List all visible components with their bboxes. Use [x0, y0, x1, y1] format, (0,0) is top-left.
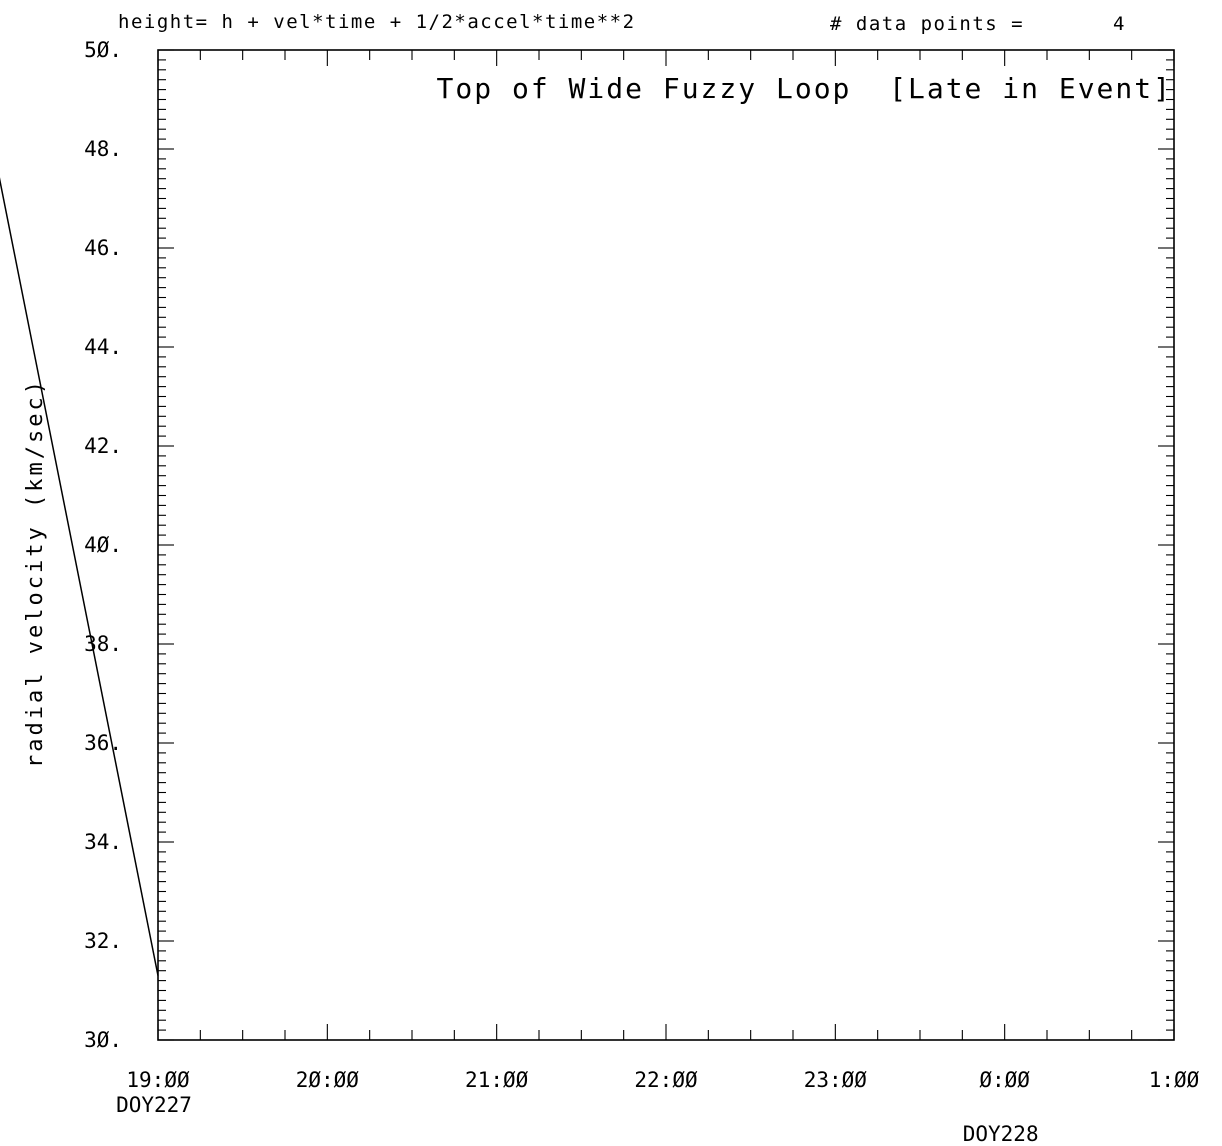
formula-header: height= h + vel*time + 1/2*accel*time**2: [118, 11, 636, 33]
x-tick-sublabel: DOY227: [116, 1093, 192, 1117]
data-points-label: # data points =: [830, 13, 1024, 35]
y-tick-label: 36.: [84, 731, 122, 755]
plot-frame: [157, 49, 1175, 1041]
axis-ticks: [157, 49, 1175, 1041]
x-tick-label: 21:ØØ: [465, 1068, 529, 1092]
data-points-value: 4: [1113, 13, 1126, 35]
y-axis-label: radial velocity (km/sec): [23, 378, 48, 768]
x-tick-label: 1:ØØ: [1149, 1068, 1200, 1092]
x-tick-sublabel: DOY228: [963, 1122, 1039, 1146]
x-tick-label: 2Ø:ØØ: [296, 1068, 360, 1092]
series-line: [0, 177, 159, 976]
y-tick-label: 3Ø.: [84, 1028, 122, 1052]
chart-title: Top of Wide Fuzzy Loop [Late in Event]: [437, 72, 1172, 105]
y-tick-label: 48.: [84, 137, 122, 161]
y-tick-label: 44.: [84, 335, 122, 359]
y-tick-label: 32.: [84, 929, 122, 953]
y-tick-label: 34.: [84, 830, 122, 854]
series-layer: [0, 177, 159, 976]
x-tick-label: 19:ØØ: [126, 1068, 190, 1092]
y-tick-labels: 3Ø.32.34.36.38.4Ø.42.44.46.48.5Ø.: [84, 38, 122, 1052]
y-tick-label: 42.: [84, 434, 122, 458]
x-tick-label: 23:ØØ: [804, 1068, 868, 1092]
y-tick-label: 5Ø.: [84, 38, 122, 62]
x-tick-label: 22:ØØ: [634, 1068, 698, 1092]
x-tick-label: Ø:ØØ: [979, 1068, 1030, 1092]
y-tick-label: 4Ø.: [84, 533, 122, 557]
y-tick-label: 46.: [84, 236, 122, 260]
